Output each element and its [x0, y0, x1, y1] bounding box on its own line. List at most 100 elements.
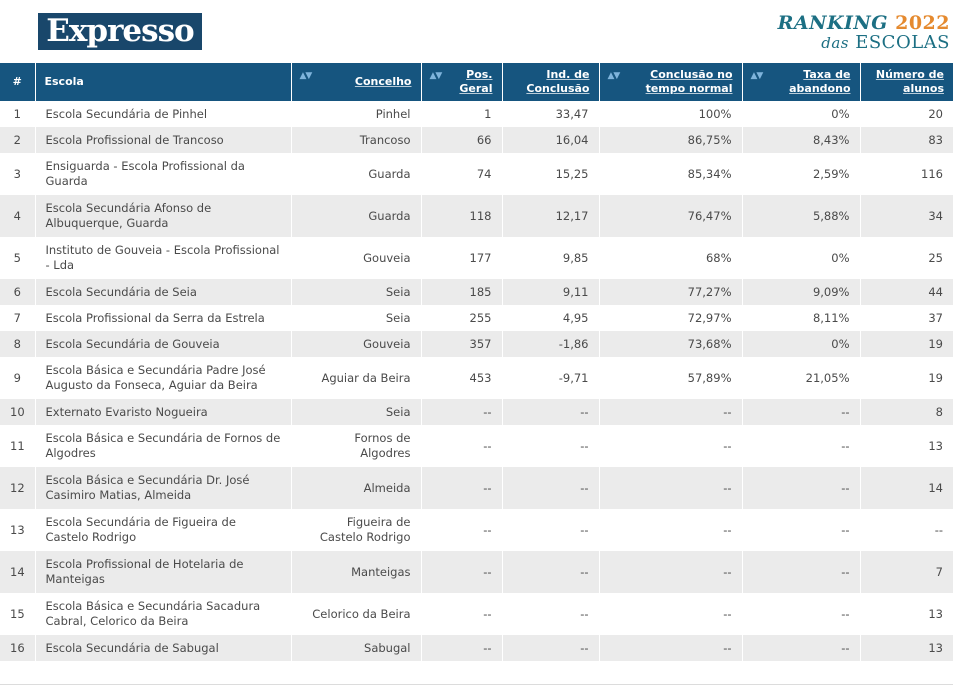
- pos-geral-cell: 66: [421, 127, 503, 153]
- conclusao-tempo-normal-cell: --: [599, 509, 743, 551]
- pos-geral-cell: 118: [421, 195, 503, 237]
- numero-alunos-cell: 13: [860, 593, 953, 635]
- school-name-cell: Escola Básica e Secundária Padre José Au…: [35, 357, 292, 399]
- school-name-cell: Escola Secundária de Gouveia: [35, 331, 292, 357]
- pos-geral-cell: 185: [421, 279, 503, 305]
- school-name-cell: Escola Profissional da Serra da Estrela: [35, 305, 292, 331]
- conclusao-tempo-normal-cell: 57,89%: [599, 357, 743, 399]
- concelho-cell: Seia: [291, 305, 422, 331]
- ind-conclusao-cell: --: [502, 551, 600, 593]
- col-header-conclusao-tempo-normal[interactable]: ▲▼ Conclusão no tempo normal: [599, 63, 743, 101]
- ranking-year: 2022: [895, 12, 950, 34]
- conclusao-tempo-normal-cell: 85,34%: [599, 153, 743, 195]
- numero-alunos-cell: 44: [860, 279, 953, 305]
- ranking-subtitle-small: das: [821, 34, 849, 52]
- sort-icon[interactable]: ▲▼: [429, 71, 443, 81]
- table-row: 4 Escola Secundária Afonso de Albuquerque…: [0, 195, 953, 237]
- col-header-number: #: [0, 63, 36, 101]
- school-name-cell: Externato Evaristo Nogueira: [35, 399, 292, 425]
- ind-conclusao-cell: --: [502, 425, 600, 467]
- numero-alunos-cell: 7: [860, 551, 953, 593]
- taxa-abandono-cell: --: [742, 593, 861, 635]
- row-number-cell: 11: [0, 425, 36, 467]
- ind-conclusao-cell: 4,95: [502, 305, 600, 331]
- row-number-cell: 6: [0, 279, 36, 305]
- col-header-numero-alunos[interactable]: Número de alunos: [860, 63, 953, 101]
- col-header-concelho[interactable]: ▲▼ Concelho: [291, 63, 422, 101]
- taxa-abandono-cell: 8,11%: [742, 305, 861, 331]
- conclusao-tempo-normal-cell: --: [599, 399, 743, 425]
- concelho-cell: Pinhel: [291, 101, 422, 127]
- conclusao-tempo-normal-cell: --: [599, 425, 743, 467]
- row-number-cell: 7: [0, 305, 36, 331]
- sort-icon[interactable]: ▲▼: [750, 71, 764, 81]
- taxa-abandono-cell: --: [742, 467, 861, 509]
- ind-conclusao-cell: 16,04: [502, 127, 600, 153]
- sort-icon[interactable]: ▲▼: [299, 71, 313, 81]
- numero-alunos-cell: 20: [860, 101, 953, 127]
- pos-geral-cell: 74: [421, 153, 503, 195]
- pos-geral-cell: --: [421, 551, 503, 593]
- numero-alunos-cell: 34: [860, 195, 953, 237]
- taxa-abandono-cell: 8,43%: [742, 127, 861, 153]
- bottom-divider: [0, 684, 953, 685]
- ranking-table: # Escola ▲▼ Concelho ▲▼ Pos. Geral Ind. …: [0, 63, 953, 661]
- taxa-abandono-cell: 9,09%: [742, 279, 861, 305]
- ind-conclusao-cell: -1,86: [502, 331, 600, 357]
- col-header-pos-geral[interactable]: ▲▼ Pos. Geral: [421, 63, 503, 101]
- col-header-ind-conclusao[interactable]: Ind. de Conclusão: [502, 63, 600, 101]
- row-number-cell: 3: [0, 153, 36, 195]
- pos-geral-cell: --: [421, 509, 503, 551]
- sort-icon[interactable]: ▲▼: [607, 71, 621, 81]
- row-number-cell: 15: [0, 593, 36, 635]
- taxa-abandono-cell: 5,88%: [742, 195, 861, 237]
- pos-geral-cell: --: [421, 425, 503, 467]
- ranking-table-container: # Escola ▲▼ Concelho ▲▼ Pos. Geral Ind. …: [0, 63, 953, 661]
- pos-geral-cell: 357: [421, 331, 503, 357]
- conclusao-tempo-normal-cell: 86,75%: [599, 127, 743, 153]
- numero-alunos-cell: 13: [860, 425, 953, 467]
- taxa-abandono-cell: --: [742, 509, 861, 551]
- conclusao-tempo-normal-cell: --: [599, 635, 743, 661]
- concelho-cell: Guarda: [291, 153, 422, 195]
- concelho-cell: Fornos de Algodres: [291, 425, 422, 467]
- pos-geral-cell: 453: [421, 357, 503, 399]
- ranking-title: RANKING 2022: [778, 14, 950, 33]
- ranking-subtitle: das ESCOLAS: [778, 33, 950, 53]
- concelho-cell: Gouveia: [291, 237, 422, 279]
- table-row: 12 Escola Básica e Secundária Dr. José Ca…: [0, 467, 953, 509]
- concelho-cell: Figueira de Castelo Rodrigo: [291, 509, 422, 551]
- school-name-cell: Escola Básica e Secundária Dr. José Casi…: [35, 467, 292, 509]
- conclusao-tempo-normal-cell: --: [599, 467, 743, 509]
- row-number-cell: 16: [0, 635, 36, 661]
- table-row: 9 Escola Básica e Secundária Padre José A…: [0, 357, 953, 399]
- ind-conclusao-cell: --: [502, 467, 600, 509]
- conclusao-tempo-normal-cell: 76,47%: [599, 195, 743, 237]
- row-number-cell: 8: [0, 331, 36, 357]
- ranking-word: RANKING: [777, 12, 888, 34]
- pos-geral-cell: --: [421, 593, 503, 635]
- table-row: 11 Escola Básica e Secundária de Fornos d…: [0, 425, 953, 467]
- table-row: 14 Escola Profissional de Hotelaria de Ma…: [0, 551, 953, 593]
- school-name-cell: Instituto de Gouveia - Escola Profission…: [35, 237, 292, 279]
- numero-alunos-cell: 83: [860, 127, 953, 153]
- row-number-cell: 4: [0, 195, 36, 237]
- col-header-escola[interactable]: Escola: [35, 63, 292, 101]
- concelho-cell: Seia: [291, 399, 422, 425]
- table-row: 3 Ensiguarda - Escola Profissional da Gua…: [0, 153, 953, 195]
- concelho-cell: Aguiar da Beira: [291, 357, 422, 399]
- numero-alunos-cell: 19: [860, 331, 953, 357]
- conclusao-tempo-normal-cell: 68%: [599, 237, 743, 279]
- row-number-cell: 14: [0, 551, 36, 593]
- col-header-taxa-abandono[interactable]: ▲▼ Taxa de abandono: [742, 63, 861, 101]
- concelho-cell: Celorico da Beira: [291, 593, 422, 635]
- conclusao-tempo-normal-cell: 77,27%: [599, 279, 743, 305]
- table-row: 5 Instituto de Gouveia - Escola Profissio…: [0, 237, 953, 279]
- table-row: 1 Escola Secundária de Pinhel Pinhel 1 33,47…: [0, 101, 953, 127]
- ind-conclusao-cell: -9,71: [502, 357, 600, 399]
- school-name-cell: Escola Profissional de Trancoso: [35, 127, 292, 153]
- expresso-logo[interactable]: Expresso: [38, 13, 202, 50]
- taxa-abandono-cell: 0%: [742, 237, 861, 279]
- table-row: 10 Externato Evaristo Nogueira Seia -- -- -- -…: [0, 399, 953, 425]
- row-number-cell: 9: [0, 357, 36, 399]
